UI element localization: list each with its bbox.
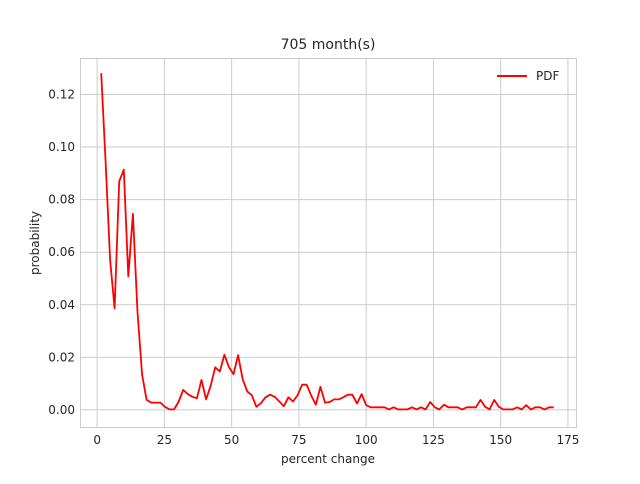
y-tick-labels: 0.00 0.02 0.04 0.06 0.08 0.10 0.12 (48, 87, 75, 416)
x-tick-label: 25 (157, 433, 172, 447)
y-tick-label: 0.00 (48, 403, 75, 417)
x-tick-label: 150 (489, 433, 512, 447)
y-tick-label: 0.04 (48, 298, 75, 312)
x-axis-label: percent change (281, 452, 375, 466)
y-tick-label: 0.06 (48, 245, 75, 259)
chart-title: 705 month(s) (281, 37, 376, 53)
grid-lines (81, 59, 576, 427)
x-tick-labels: 0 25 50 75 100 125 150 175 (93, 433, 579, 447)
y-tick-label: 0.08 (48, 193, 75, 207)
y-tick-label: 0.02 (48, 350, 75, 364)
y-axis-label: probability (28, 211, 42, 275)
x-tick-label: 0 (93, 433, 101, 447)
y-tick-label: 0.10 (48, 140, 75, 154)
legend-label-pdf: PDF (536, 69, 559, 83)
series-line-pdf (100, 73, 554, 411)
y-tick-label: 0.12 (48, 87, 75, 101)
series-layer (100, 73, 554, 411)
x-tick-label: 175 (556, 433, 579, 447)
legend: PDF (497, 69, 559, 83)
x-tick-label: 100 (355, 433, 378, 447)
plot-frame (80, 58, 577, 428)
x-tick-label: 75 (291, 433, 306, 447)
x-tick-label: 125 (422, 433, 445, 447)
x-tick-label: 50 (224, 433, 239, 447)
